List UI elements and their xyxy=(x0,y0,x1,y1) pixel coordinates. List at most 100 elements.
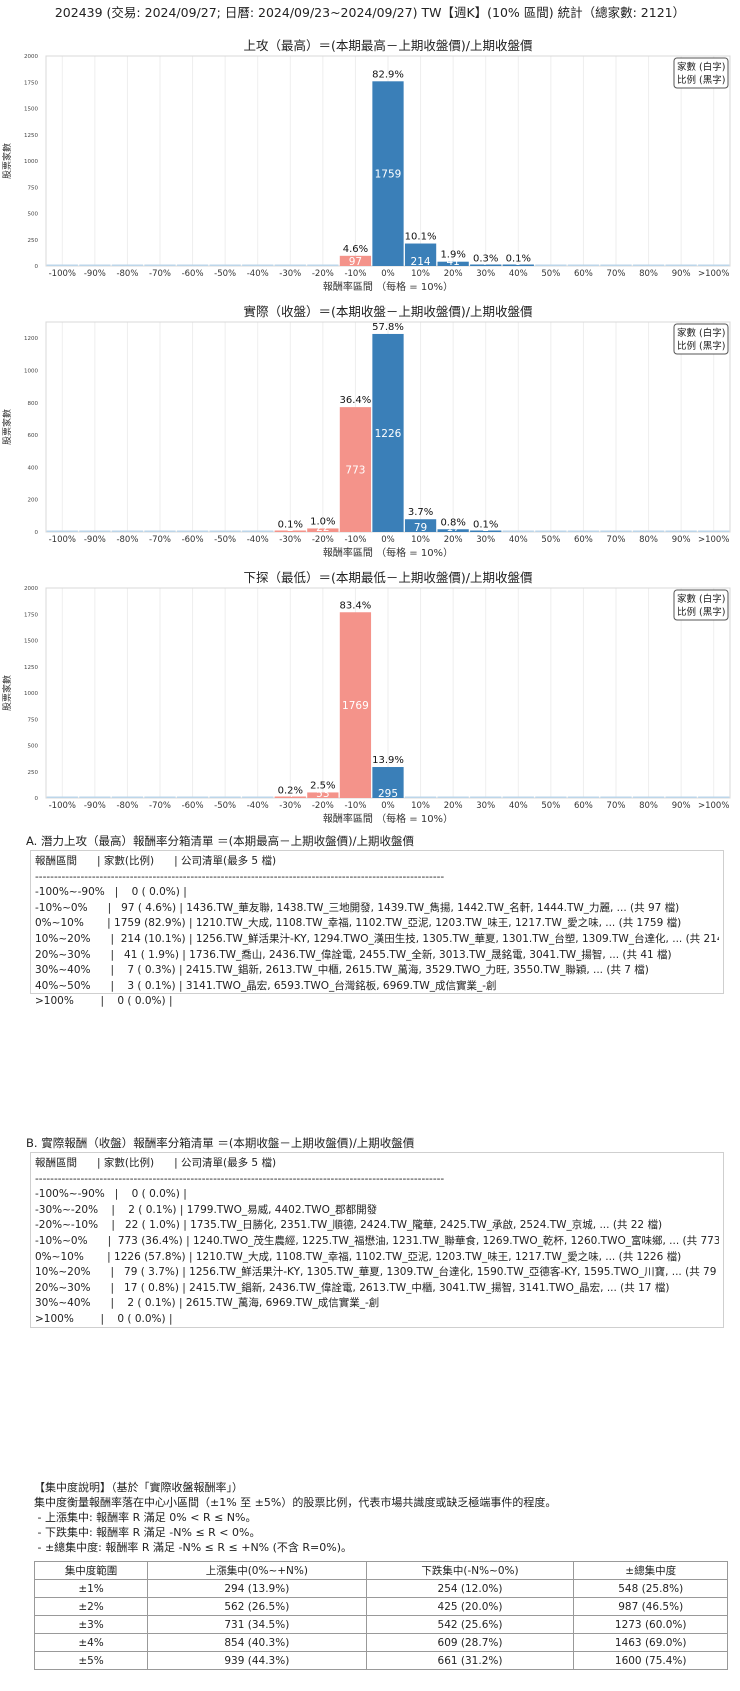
bar-0% xyxy=(372,333,404,532)
x-tick-label: -40% xyxy=(247,269,269,279)
y-tick-label: 400 xyxy=(28,465,39,471)
x-tick-label: -10% xyxy=(344,535,366,545)
x-tick-label: -40% xyxy=(247,801,269,811)
y-axis-label: 股票家數 xyxy=(1,143,13,179)
x-tick-label: 70% xyxy=(607,535,626,545)
chart-svg-1: 實際（收盤）＝(本期收盤－上期收盤價)/上期收盤價 0 200 400 600 800 10… xyxy=(1,304,731,559)
x-tick-label: 80% xyxy=(639,535,658,545)
bar--40% xyxy=(242,796,274,798)
x-tick-label: 30% xyxy=(476,269,495,279)
bar-count-label: 22 xyxy=(316,522,329,534)
concentration-header-row: 集中度範圍 上漲集中(0%~+N%) 下跌集中(-N%~0%) ±總集中度 xyxy=(33,1561,728,1580)
concentration-cell: 562 (26.5%) xyxy=(147,1597,367,1616)
bar-30% xyxy=(470,530,502,532)
concentration-cell: 542 (25.6%) xyxy=(365,1615,575,1634)
y-tick-label: 0 xyxy=(35,264,39,270)
concentration-cell: 548 (25.8%) xyxy=(573,1579,728,1598)
y-tick-label: 1500 xyxy=(24,107,38,113)
concentration-cell: 609 (28.7%) xyxy=(365,1633,575,1652)
bar-count-label: 1226 xyxy=(375,428,402,440)
bar-pct-label: 0.1% xyxy=(506,254,531,265)
concentration-row: ±2% 562 (26.5%) 425 (20.0%) 987 (46.5%) xyxy=(33,1597,728,1616)
list-row: 10%~20% | 79 ( 3.7%) | 1256.TW_鮮活果汁-KY, … xyxy=(35,1266,719,1279)
bar-pct-label: 0.2% xyxy=(278,786,303,797)
bar-40% xyxy=(502,796,534,798)
concentration-row: ±3% 731 (34.5%) 542 (25.6%) 1273 (60.0%) xyxy=(33,1615,728,1634)
legend-box xyxy=(673,323,729,355)
x-tick-label: -20% xyxy=(312,535,334,545)
y-tick-label: 2000 xyxy=(24,54,38,60)
bar-80% xyxy=(632,264,665,266)
x-tick-label: -60% xyxy=(182,269,204,279)
bar-pct-label: 0.1% xyxy=(278,520,303,531)
legend-box xyxy=(673,57,729,89)
bar-pct-label: 2.5% xyxy=(310,780,335,791)
section-a-title: A. 潛力上攻（最高）報酬率分箱清單 ＝(本期最高－上期收盤價)/上期收盤價 xyxy=(26,834,414,848)
concentration-cell: ±1% xyxy=(33,1579,149,1598)
bar-pct-label: 57.8% xyxy=(372,322,404,333)
concentration-header-cell: 下跌集中(-N%~0%) xyxy=(365,1561,575,1580)
list-row: 20%~30% | 17 ( 0.8%) | 2415.TW_錩新, 2436.… xyxy=(35,1281,670,1294)
x-tick-label: -70% xyxy=(149,535,171,545)
x-tick-label: 60% xyxy=(574,269,593,279)
x-tick-label: -90% xyxy=(84,269,106,279)
x-tick-label: -20% xyxy=(312,801,334,811)
concentration-cell: 425 (20.0%) xyxy=(365,1597,575,1616)
bar--50% xyxy=(209,264,241,266)
bar-pct-label: 1.9% xyxy=(440,250,465,261)
x-tick-label: -80% xyxy=(116,535,138,545)
list-row: 30%~40% | 7 ( 0.3%) | 2415.TW_錩新, 2613.T… xyxy=(35,964,649,977)
bar--50% xyxy=(209,796,241,798)
bar--30% xyxy=(274,530,306,532)
bar-30% xyxy=(470,264,502,266)
bar--60% xyxy=(176,530,209,532)
chart-low: 下探（最低）＝(本期最低－上期收盤價)/上期收盤價 0 250 500 750 1000 1… xyxy=(0,566,740,828)
list-row: 10%~20% | 214 (10.1%) | 1256.TW_鮮活果汁-KY,… xyxy=(35,932,719,945)
section-a-list: 報酬區間 | 家數(比例) | 公司清單(最多 5 檔) ------------… xyxy=(30,850,724,1007)
x-tick-label: 0% xyxy=(381,535,395,545)
chart-close: 實際（收盤）＝(本期收盤－上期收盤價)/上期收盤價 0 200 400 600 800 10… xyxy=(0,300,740,562)
x-tick-label: 20% xyxy=(444,535,463,545)
x-tick-label: 80% xyxy=(639,801,658,811)
bar--90% xyxy=(79,796,111,798)
bar-pct-label: 82.9% xyxy=(372,69,404,80)
bar--100% xyxy=(46,530,78,532)
bar--100% xyxy=(46,796,78,798)
bar-50% xyxy=(535,264,567,266)
bar--20% xyxy=(307,528,339,532)
x-tick-label: -60% xyxy=(182,801,204,811)
concentration-row: ±5% 939 (44.3%) 661 (31.2%) 1600 (75.4%) xyxy=(33,1651,728,1670)
list-row: ----------------------------------------… xyxy=(35,1172,445,1185)
bar-70% xyxy=(600,796,632,798)
x-tick-label: >100% xyxy=(698,269,729,279)
bar--90% xyxy=(79,264,111,266)
y-tick-label: 1200 xyxy=(24,336,38,342)
concentration-cell: 661 (31.2%) xyxy=(365,1651,575,1670)
chart-high: 上攻（最高）＝(本期最高－上期收盤價)/上期收盤價 0 250 500 750 1000 1… xyxy=(0,34,740,296)
concentration-cell: 254 (12.0%) xyxy=(365,1579,575,1598)
y-tick-label: 0 xyxy=(35,796,39,802)
legend-entry: 家數 (白字) xyxy=(677,61,725,73)
x-tick-label: -100% xyxy=(49,535,76,545)
x-tick-label: 30% xyxy=(476,535,495,545)
concentration-cell: 294 (13.9%) xyxy=(147,1579,367,1598)
x-tick-label: -60% xyxy=(182,535,204,545)
x-tick-label: -20% xyxy=(312,269,334,279)
bar-count-label: 773 xyxy=(345,465,365,477)
concentration-table: 集中度範圍 上漲集中(0%~+N%) 下跌集中(-N%~0%) ±總集中度 ±1% 29… xyxy=(33,1561,728,1670)
list-row: 30%~40% | 2 ( 0.1%) | 2615.TW_萬海, 6969.T… xyxy=(35,1297,380,1310)
bar-10% xyxy=(404,519,437,532)
x-tick-label: -50% xyxy=(214,269,236,279)
concentration-header-cell: ±總集中度 xyxy=(573,1561,728,1580)
x-axis-label: 報酬率區間 （每格 = 10%） xyxy=(323,546,453,559)
list-row: -10%~0% | 773 (36.4%) | 1240.TWO_茂生農經, 1… xyxy=(35,1234,719,1247)
bar--20% xyxy=(307,264,339,266)
concentration-cell: 939 (44.3%) xyxy=(147,1651,367,1670)
bar-0% xyxy=(372,81,404,267)
bar-count-label: 79 xyxy=(414,522,427,534)
x-tick-label: 10% xyxy=(411,269,430,279)
bar-count-label: 1769 xyxy=(342,700,369,712)
bar--100% xyxy=(46,264,78,266)
bar-80% xyxy=(632,530,665,532)
x-tick-label: -70% xyxy=(149,801,171,811)
